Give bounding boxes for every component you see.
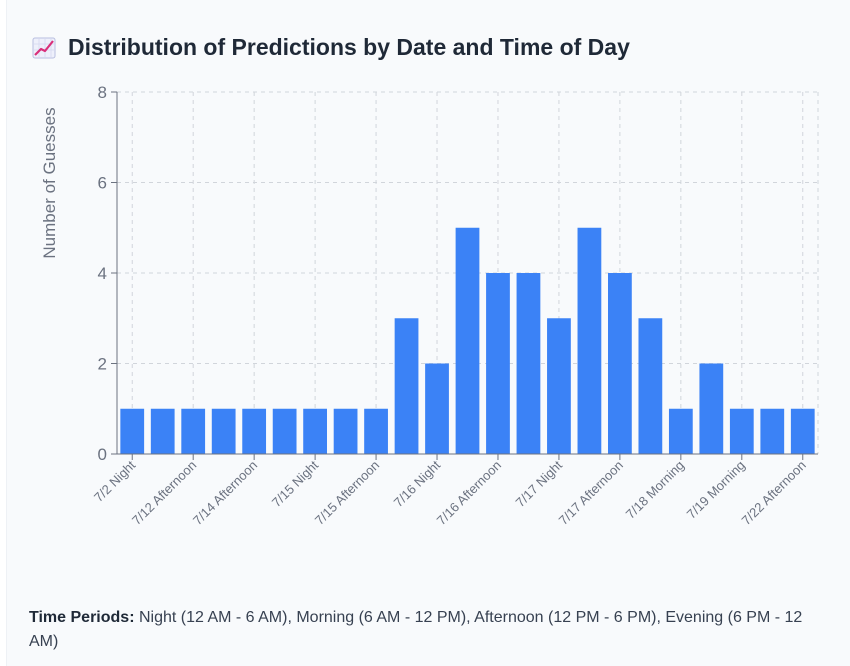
x-tick-label: 7/19 Morning xyxy=(684,458,748,522)
bar xyxy=(729,408,754,454)
chart-title: Distribution of Predictions by Date and … xyxy=(68,34,630,60)
bar xyxy=(120,408,145,454)
bar xyxy=(516,273,541,454)
x-tick-label: 7/14 Afternoon xyxy=(190,458,260,528)
bar xyxy=(668,408,693,454)
bar xyxy=(577,227,602,454)
x-tick-label: 7/22 Afternoon xyxy=(738,458,808,528)
x-tick-label: 7/2 Night xyxy=(91,457,139,505)
bar xyxy=(608,273,632,454)
y-tick-label: 4 xyxy=(98,264,107,283)
bar xyxy=(638,318,663,454)
bar xyxy=(150,408,175,454)
bar xyxy=(425,363,449,454)
chart-header: Distribution of Predictions by Date and … xyxy=(32,34,630,61)
time-periods-note: Time Periods: Night (12 AM - 6 AM), Morn… xyxy=(29,606,819,654)
x-tick-label: 7/17 Night xyxy=(513,457,566,510)
bar xyxy=(242,408,267,454)
x-tick-label: 7/16 Afternoon xyxy=(434,458,504,528)
bar xyxy=(699,363,724,454)
y-tick-label: 0 xyxy=(98,445,107,464)
y-tick-label: 2 xyxy=(98,355,107,374)
bar xyxy=(333,408,358,454)
time-periods-text: Night (12 AM - 6 AM), Morning (6 AM - 12… xyxy=(29,609,803,650)
bar xyxy=(303,408,327,454)
bar xyxy=(760,408,785,454)
bar xyxy=(455,227,480,454)
bar xyxy=(364,408,388,454)
bar xyxy=(486,273,510,454)
bar xyxy=(211,408,236,454)
x-tick-label: 7/18 Morning xyxy=(623,458,687,522)
time-periods-label: Time Periods: xyxy=(29,609,135,626)
bar xyxy=(181,408,206,454)
y-axis-label: Number of Guesses xyxy=(40,107,59,258)
bar xyxy=(394,318,419,454)
bar xyxy=(272,408,297,454)
x-tick-label: 7/15 Night xyxy=(269,457,322,510)
bar xyxy=(547,318,571,454)
chart-increasing-icon xyxy=(32,36,56,60)
x-tick-label: 7/15 Afternoon xyxy=(312,458,382,528)
x-tick-label: 7/16 Night xyxy=(391,457,444,510)
x-tick-label: 7/17 Afternoon xyxy=(556,458,626,528)
y-tick-label: 8 xyxy=(98,83,107,102)
chart-card xyxy=(6,0,850,666)
bar xyxy=(790,408,815,454)
y-tick-label: 6 xyxy=(98,174,107,193)
